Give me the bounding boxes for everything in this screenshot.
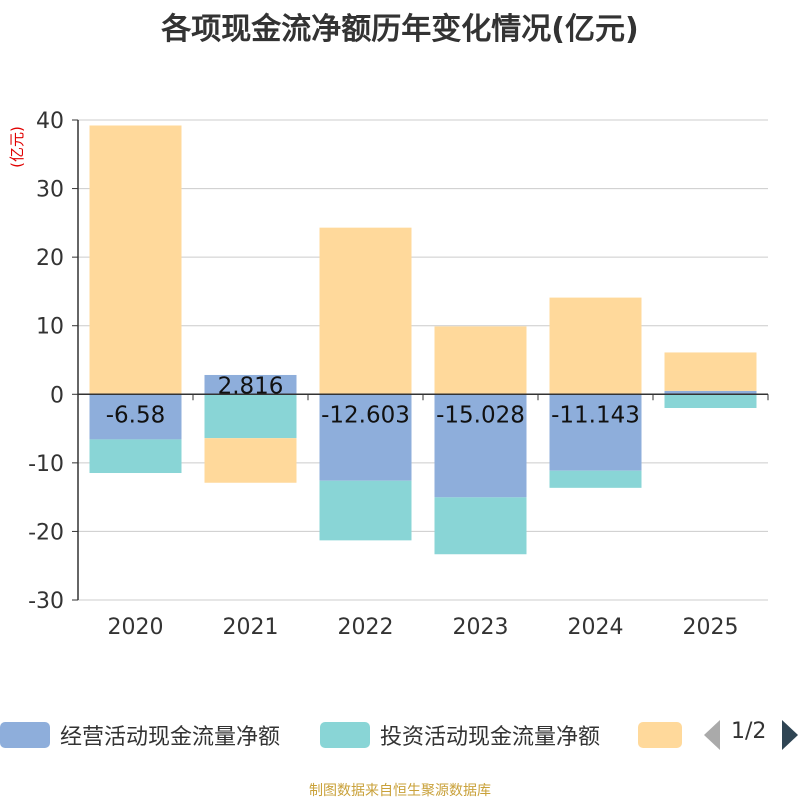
bar-investing-2023 [434,497,527,555]
gridlines [78,119,768,601]
bars [89,125,757,555]
bar-financing-2024 [549,297,642,395]
bar-investing-2025 [664,394,757,408]
bar-financing-2020 [89,125,182,395]
legend-swatch-operating [0,722,50,748]
y-axis-unit-label: (亿元) [8,126,26,168]
data-label: -12.603 [321,402,410,428]
y-tick-label: -20 [28,520,64,545]
bar-operating-2021 [204,374,297,395]
bar-investing-2021 [204,394,297,439]
source-footer: 制图数据来自恒生聚源数据库 [309,783,491,799]
legend-swatch-investing [320,722,370,748]
bar-financing-2023 [434,326,527,395]
bar-operating-2023 [434,394,527,498]
y-tick-label: 40 [36,109,64,134]
bar-investing-2024 [549,470,642,488]
data-labels: -6.58 2.816 -12.603 -15.028 -11.143 [106,374,640,429]
legend-label-operating: 经营活动现金流量净额 [60,725,281,750]
bar-investing-2020 [89,439,182,474]
legend-prev-icon[interactable] [704,720,720,750]
axes: 40 30 20 10 0 -10 -20 -30 (亿元) 2020 2021 2022 2023 20… [8,109,769,640]
legend-page-indicator: 1/2 [731,719,767,744]
legend-next-icon[interactable] [782,720,798,750]
x-tick-label: 2023 [453,615,509,640]
x-tick-label: 2021 [223,615,279,640]
y-tick-label: 20 [36,246,64,271]
data-label: -6.58 [106,402,166,428]
bar-operating-2022 [319,394,412,481]
bar-operating-2025 [664,390,757,395]
bar-financing-2025 [664,352,757,391]
bar-financing-2022 [319,227,412,395]
x-tick-label: 2025 [683,615,739,640]
bar-operating-2024 [549,394,642,471]
y-tick-label: 0 [50,383,64,408]
x-tick-label: 2024 [568,615,624,640]
legend-label-investing: 投资活动现金流量净额 [380,725,601,750]
bar-operating-2020 [89,394,182,440]
y-tick-label: -10 [28,452,64,477]
bar-financing-2021 [204,438,297,483]
legend-swatch-financing [638,722,682,748]
data-label: -15.028 [436,402,525,428]
y-tick-label: 10 [36,315,64,340]
x-tick-label: 2022 [338,615,394,640]
chart-title: 各项现金流净额历年变化情况(亿元) [161,12,639,47]
bar-investing-2022 [319,480,412,541]
y-tick-label: 30 [36,178,64,203]
data-label: 2.816 [218,374,284,400]
y-tick-label: -30 [28,589,64,614]
x-tick-label: 2020 [108,615,164,640]
data-label: -11.143 [551,402,640,428]
